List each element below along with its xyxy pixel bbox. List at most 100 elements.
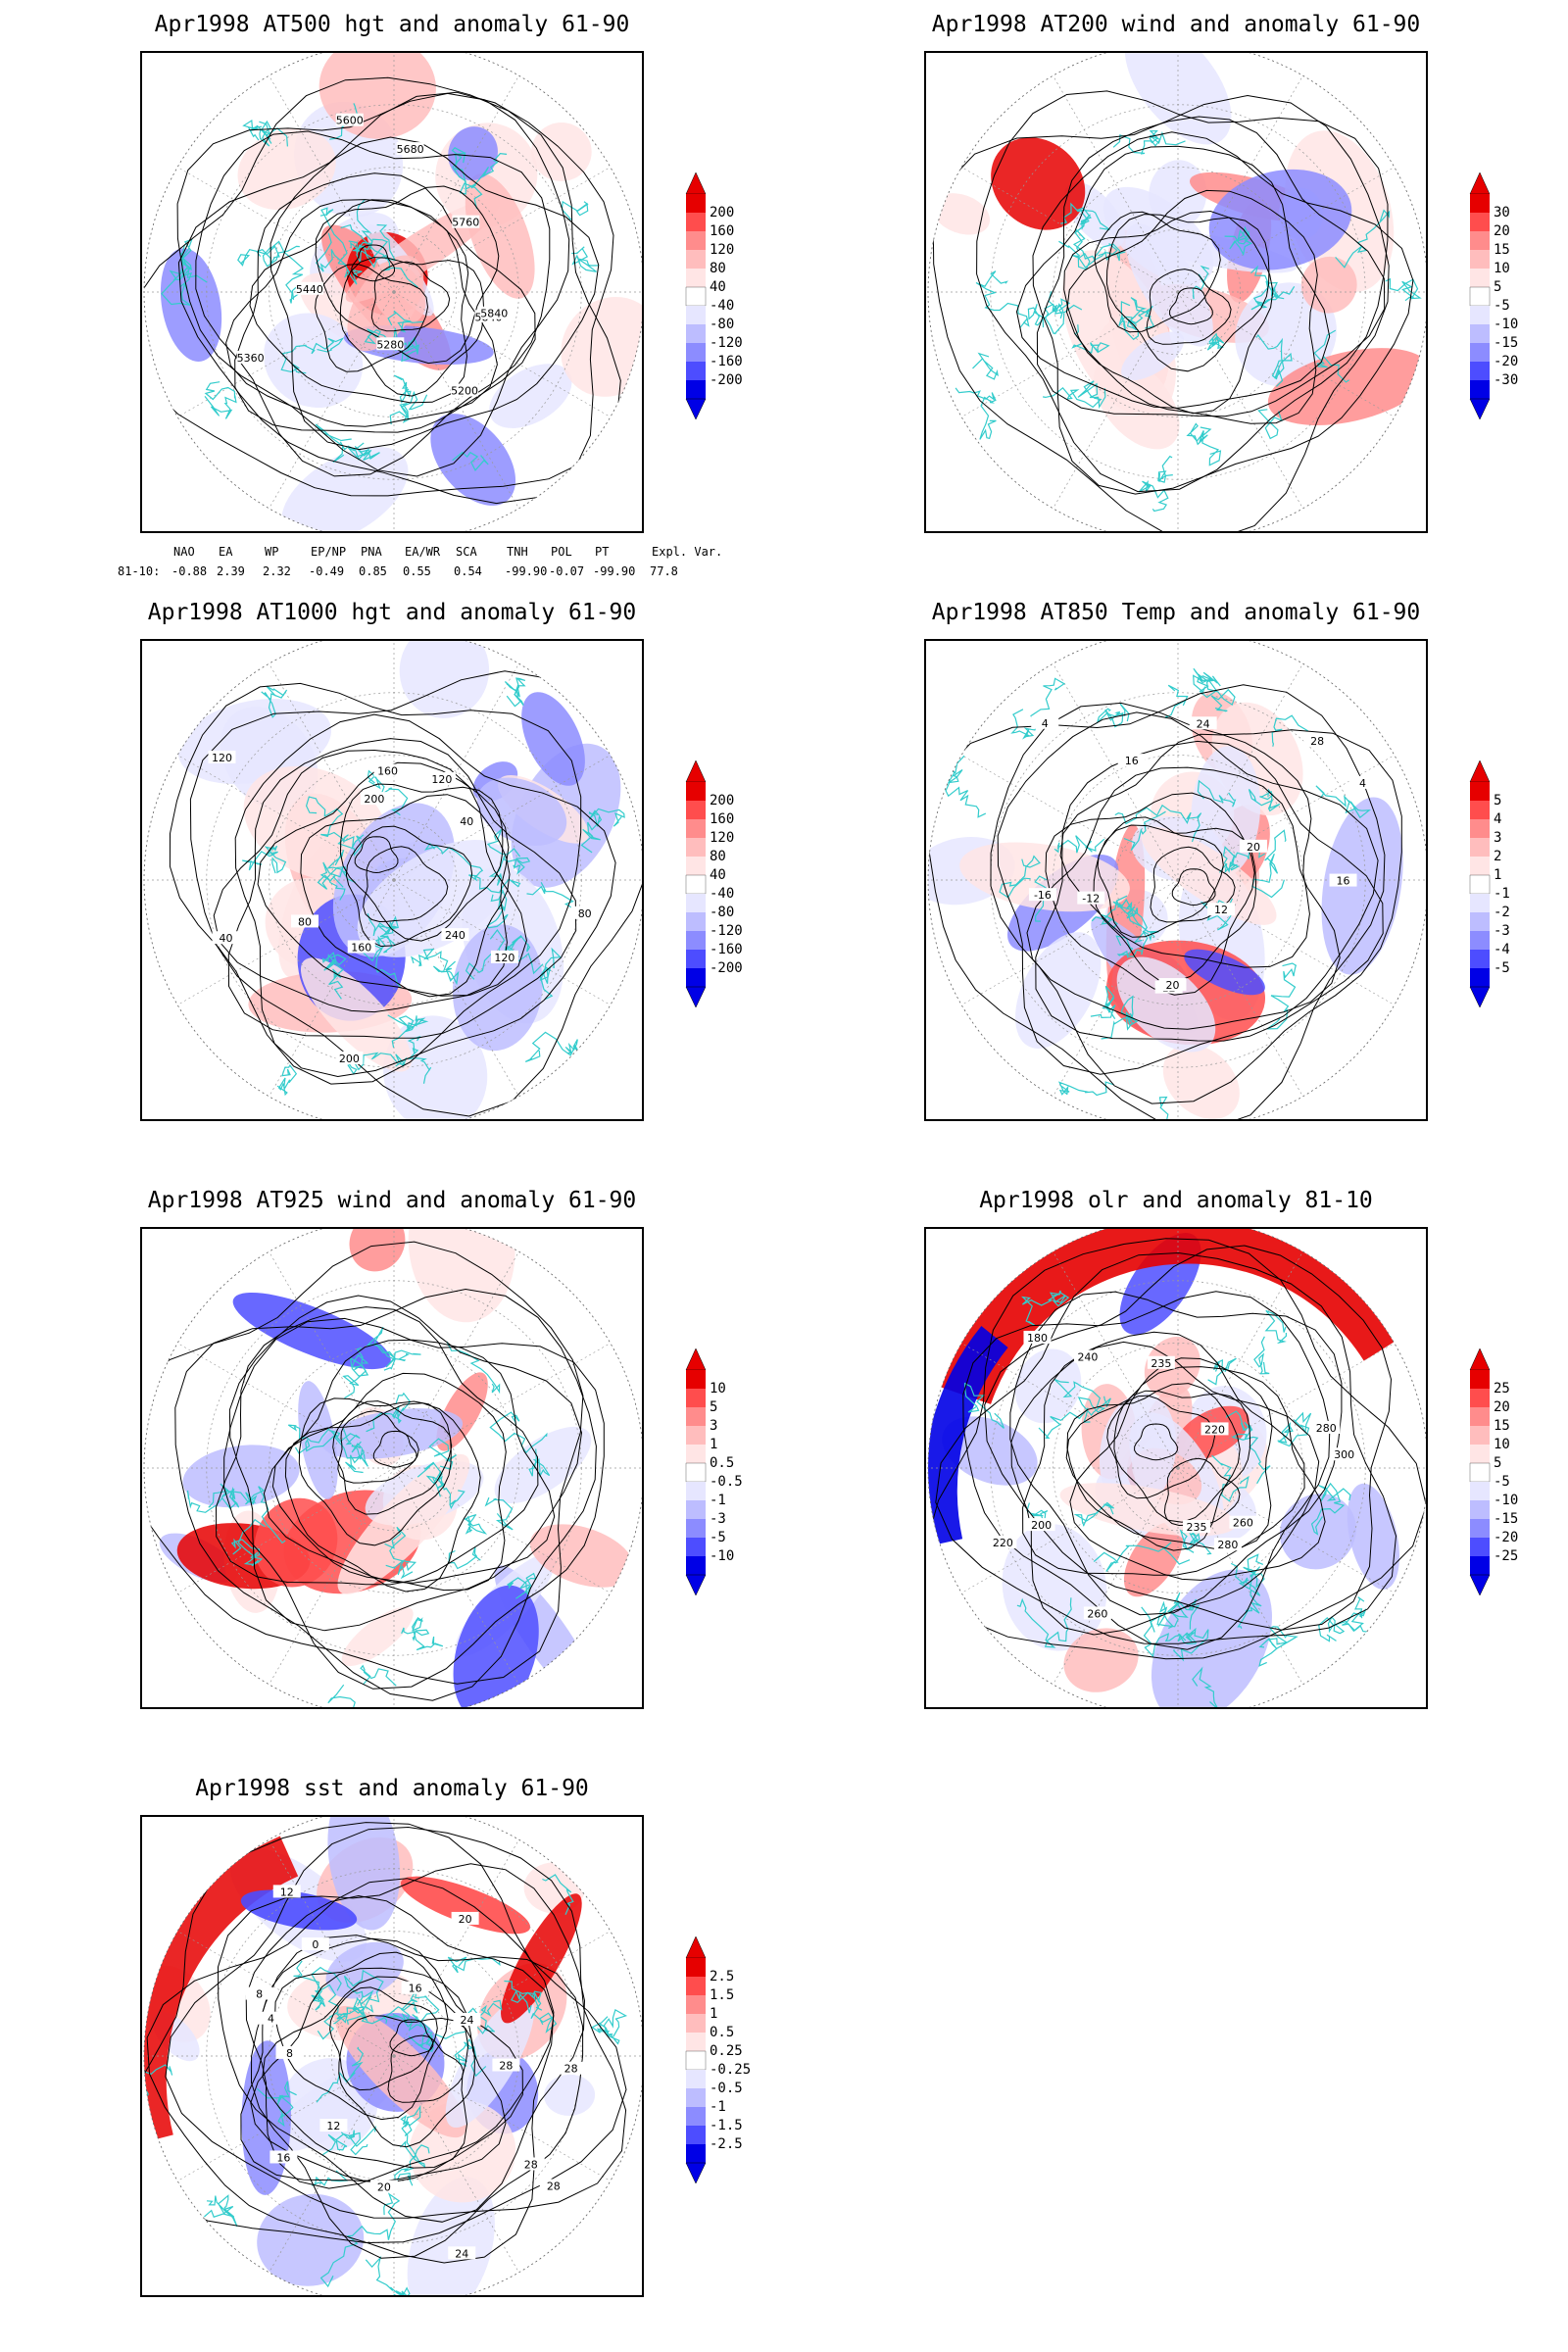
map-panel-at850-temp: Apr1998 AT850 Temp and anomaly 61-90 16 1…	[784, 588, 1568, 1176]
contour-line	[354, 836, 399, 874]
coastline-segment	[385, 1349, 421, 1368]
coastline-segment	[242, 119, 288, 147]
contour-line	[300, 794, 511, 998]
colorbar-step	[1470, 1500, 1490, 1519]
colorbar-label: 0.5	[710, 2025, 735, 2040]
colorbar-label: -5	[1494, 298, 1510, 314]
coastline-segment	[262, 240, 304, 304]
colorbar-label: -1	[1494, 886, 1510, 902]
map-frame	[924, 51, 1428, 533]
map-boundary	[927, 1229, 1426, 1707]
contour-line	[315, 263, 429, 372]
map-frame: 584052005280536054405600568057605840	[140, 51, 644, 533]
coastline-segment	[398, 336, 419, 363]
contour-label: 0	[312, 1938, 318, 1951]
contour-label-bg	[270, 2150, 298, 2164]
colorbar-step	[686, 343, 706, 362]
coastline-segment	[394, 2140, 416, 2186]
coastline-segment	[1038, 1407, 1091, 1440]
contour-label: 16	[409, 1983, 422, 1995]
colorbar-step	[686, 2070, 706, 2088]
contour-label: 28	[499, 2060, 513, 2073]
contour-label: 4	[1042, 717, 1049, 730]
index-value: -99.90	[593, 564, 636, 578]
contour-line	[928, 684, 1386, 1119]
colorbar-ramp	[685, 172, 707, 419]
colorbar-step	[1470, 1538, 1490, 1556]
colorbar-label: 160	[710, 223, 735, 239]
contour-label-bg	[480, 306, 509, 319]
coastline-segment	[484, 1496, 514, 1531]
polar-map: 584052005280536054405600568057605840	[143, 53, 642, 531]
contour-label: 16	[1337, 875, 1350, 888]
coastline-segment	[1192, 1666, 1219, 1707]
coastline-segment	[322, 2130, 355, 2156]
negative-anomaly-area	[399, 641, 490, 718]
map-boundary	[143, 1817, 642, 2295]
coastline-segment	[1197, 673, 1236, 712]
contour-line	[932, 94, 1390, 531]
coastline-segment	[1179, 1529, 1212, 1555]
contour-line	[217, 1863, 586, 2223]
negative-anomaly-area	[448, 126, 498, 181]
contour-line	[249, 199, 469, 404]
contour-line	[1032, 131, 1414, 495]
coastlines	[186, 1326, 551, 1707]
contour-line	[213, 749, 527, 1013]
contour-label-bg	[360, 792, 388, 806]
coastline-segment	[326, 850, 357, 883]
index-header: POL	[551, 545, 572, 559]
coastline-segment	[486, 889, 509, 929]
colorbar-step	[1470, 1389, 1490, 1407]
contour-label: 220	[993, 1537, 1013, 1549]
index-value: 77.8	[650, 564, 678, 578]
colorbar-step	[686, 1389, 706, 1407]
colorbar-label: -20	[1494, 354, 1519, 369]
colorbar-arrow-top	[1469, 172, 1491, 195]
positive-anomaly-area	[349, 1229, 406, 1272]
contour-label: 180	[1027, 1332, 1048, 1345]
coastline-segment	[1197, 779, 1237, 808]
coastline-segment	[1115, 930, 1159, 958]
colorbar-label: -15	[1494, 1511, 1519, 1527]
coastline-segment	[1207, 1357, 1237, 1386]
coastline-segment	[237, 245, 280, 267]
colorbar-step	[686, 2014, 706, 2033]
contour-label-bg	[1329, 873, 1357, 887]
coastline-segment	[1250, 280, 1296, 311]
coastline-segment	[280, 337, 345, 374]
map-content: 584052005280536054405600568057605840	[144, 53, 642, 531]
coastline-segment	[339, 441, 380, 461]
positive-anomaly-band	[940, 1229, 1410, 1405]
contour-label: 20	[1247, 841, 1260, 854]
contour-label-bg	[1213, 1538, 1242, 1551]
map-panel-at200-wind: Apr1998 AT200 wind and anomaly 61-90 30 2…	[784, 0, 1568, 588]
contour-label: 200	[339, 1053, 360, 1065]
colorbar-label: 2.5	[710, 1969, 735, 1984]
coastline-segment	[1112, 129, 1186, 155]
index-header: WP	[265, 545, 279, 559]
polar-map	[143, 1229, 642, 1707]
contour-line	[144, 1241, 584, 1685]
colorbar-step	[1470, 838, 1490, 857]
coastline-segment	[945, 755, 987, 818]
coastline-segment	[1054, 835, 1105, 854]
contour-label-bg	[1330, 1447, 1358, 1461]
colorbar-ramp	[1469, 760, 1491, 1007]
contour-line	[1065, 189, 1318, 424]
coastline-segment	[1156, 1592, 1200, 1630]
coastline-segment	[1138, 479, 1169, 513]
contour-line	[363, 846, 449, 923]
coastline-segment	[407, 1035, 432, 1084]
negative-anomaly-area	[489, 364, 572, 428]
contour-line	[169, 682, 582, 1085]
coastline-segment	[342, 1347, 369, 1399]
coastline-segment	[524, 1031, 580, 1062]
colorbar-step	[1470, 362, 1490, 380]
colorbar-arrow-top	[1469, 760, 1491, 783]
colorbar-step	[1470, 343, 1490, 362]
contour-label-bg	[291, 914, 319, 928]
coastline-segment	[1255, 333, 1293, 387]
contour-label-bg	[490, 950, 518, 963]
contour-label: 4	[1359, 777, 1366, 790]
